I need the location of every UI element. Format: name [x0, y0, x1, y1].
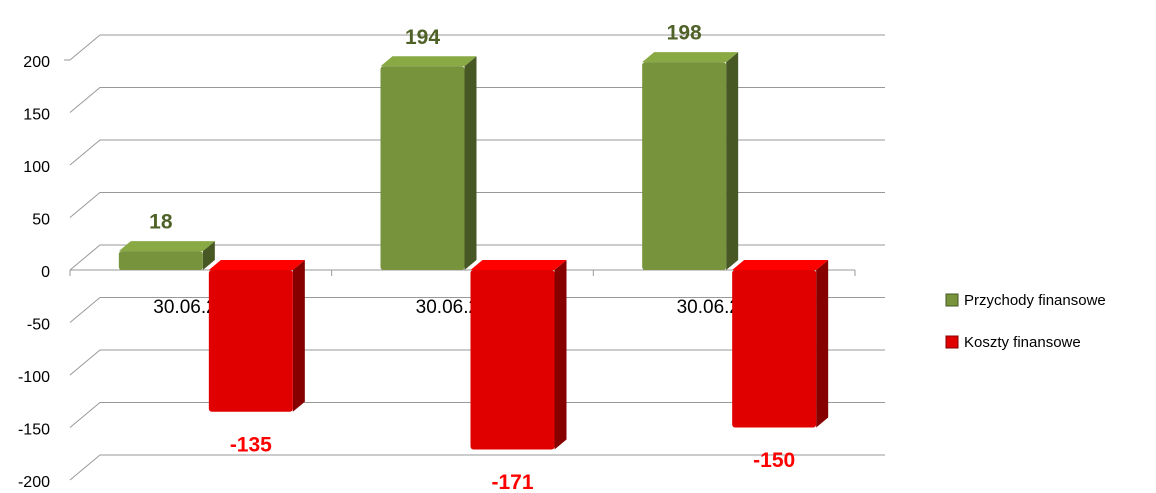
y-tick-label: 0 — [41, 264, 50, 281]
legend-label: Koszty finansowe — [964, 334, 1081, 351]
value-label: 194 — [405, 26, 440, 49]
bar — [208, 270, 293, 412]
grid-line — [69, 402, 885, 428]
y-tick-label: 150 — [23, 107, 50, 124]
value-label: 18 — [149, 211, 173, 234]
grid-line — [69, 192, 885, 218]
value-label: -150 — [753, 449, 795, 472]
grid-line — [69, 454, 885, 481]
legend-swatch — [945, 293, 959, 307]
bar-side — [202, 241, 215, 270]
y-tick-label: 200 — [23, 54, 50, 71]
bar-top — [642, 52, 739, 63]
value-label: -171 — [491, 471, 533, 493]
y-tick-label: 50 — [32, 212, 50, 229]
bar-side — [816, 260, 829, 428]
bar-top — [732, 260, 829, 270]
grid-line — [69, 349, 885, 376]
bar-top — [208, 260, 305, 270]
bar-side — [464, 56, 477, 270]
y-tick-label: -200 — [18, 474, 50, 491]
bar-top — [118, 241, 215, 252]
bar-side — [554, 260, 567, 450]
bar — [470, 270, 555, 450]
bar — [118, 251, 203, 270]
y-tick-label: 100 — [23, 159, 50, 176]
grid-line — [69, 244, 885, 271]
y-tick-label: -150 — [18, 422, 50, 439]
legend-swatch — [945, 335, 959, 349]
bar — [642, 62, 727, 270]
grid-line — [69, 139, 885, 166]
bar-top — [470, 260, 567, 270]
value-label: -135 — [230, 433, 272, 456]
bar — [732, 270, 817, 428]
bar-side — [726, 52, 739, 270]
y-tick-label: -50 — [27, 317, 50, 334]
value-label: 198 — [667, 22, 702, 45]
bar-top — [380, 56, 477, 67]
grid-line — [69, 297, 885, 323]
bar — [380, 66, 465, 270]
grid-line — [69, 34, 885, 61]
y-tick-label: -100 — [18, 369, 50, 386]
legend-label: Przychody finansowe — [964, 292, 1106, 309]
bar-side — [292, 260, 305, 412]
grid-line — [69, 87, 885, 113]
